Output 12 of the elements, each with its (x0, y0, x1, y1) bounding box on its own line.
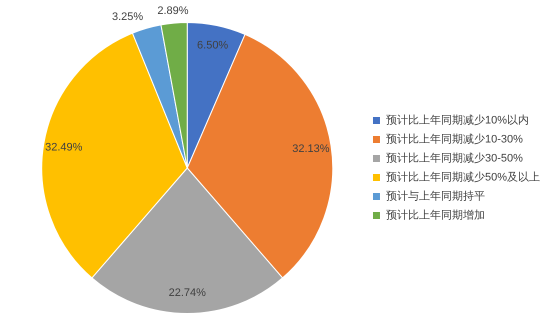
data-label: 32.49% (45, 142, 83, 154)
data-label: 3.25% (112, 10, 144, 23)
legend-label: 预计比上年同期减少50%及以上 (386, 170, 540, 184)
legend-label: 预计比上年同期减少10-30% (386, 132, 524, 146)
legend-label: 预计比上年同期增加 (386, 208, 485, 222)
data-label: 22.74% (168, 287, 206, 300)
legend-label: 预计与上年同期持平 (386, 190, 485, 203)
legend-label: 预计比上年同期减少10%以内 (386, 114, 530, 127)
data-label: 32.13% (292, 142, 330, 155)
data-label: 6.50% (197, 40, 228, 52)
data-label: 2.89% (157, 5, 189, 18)
legend-label: 预计比上年同期减少30-50% (386, 152, 524, 165)
